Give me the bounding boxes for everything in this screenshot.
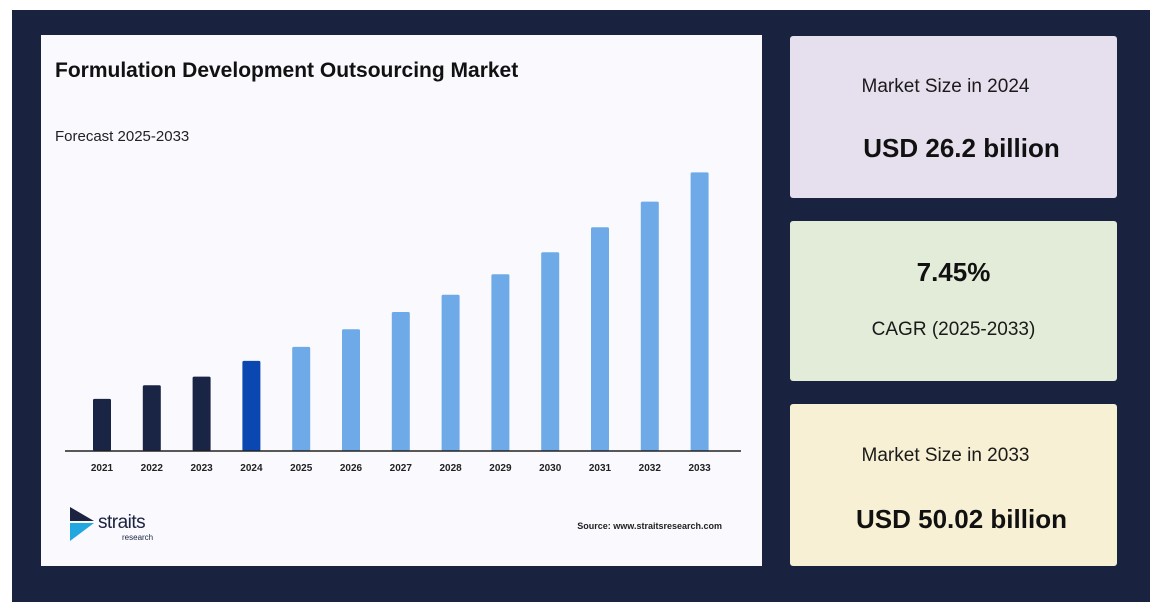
stat-value: USD 50.02 billion (856, 504, 1067, 534)
bar-2028 (441, 294, 460, 451)
bar-2032 (640, 201, 659, 451)
bar-2022 (142, 385, 161, 451)
stat-value: USD 26.2 billion (863, 133, 1060, 163)
x-tick-label: 2024 (240, 463, 263, 474)
stat-label: Market Size in 2024 (861, 76, 1030, 97)
chart-title: Formulation Development Outsourcing Mark… (55, 59, 519, 82)
stat-label: Market Size in 2033 (861, 445, 1030, 466)
bar-2026 (342, 329, 360, 451)
bar-2031 (591, 227, 609, 451)
stat-card-market-size-2024: Market Size in 2024 USD 26.2 billion (790, 36, 1117, 198)
x-tick-label: 2027 (390, 463, 413, 474)
logo-wordmark: straits (98, 512, 146, 533)
logo-arrow-icon (70, 507, 94, 541)
x-tick-label: 2029 (489, 463, 512, 474)
stat-value: 7.45% (916, 257, 991, 287)
bar-2021 (93, 398, 111, 451)
logo-subtext: research (122, 533, 154, 542)
x-tick-label: 2022 (141, 463, 164, 474)
x-tick-label: 2021 (91, 463, 114, 474)
stat-label: CAGR (2025-2033) (871, 319, 1036, 340)
bar-2029 (491, 274, 510, 451)
x-tick-label: 2030 (539, 463, 562, 474)
bar-2025 (292, 346, 311, 451)
straits-logo: straits research (68, 507, 168, 547)
chart-panel: Formulation Development Outsourcing Mark… (41, 35, 762, 566)
bar-2024 (242, 360, 261, 451)
source-text: Source: www.straitsresearch.com (577, 521, 722, 531)
bar-2030 (541, 252, 560, 451)
x-tick-label: 2031 (589, 463, 612, 474)
stat-card-cagr: 7.45% CAGR (2025-2033) (790, 221, 1117, 381)
bar-2027 (391, 312, 410, 451)
x-tick-label: 2032 (639, 463, 662, 474)
x-tick-label: 2033 (688, 463, 711, 474)
x-tick-label: 2026 (340, 463, 363, 474)
x-tick-label: 2025 (290, 463, 313, 474)
x-tick-label: 2028 (439, 463, 462, 474)
bar-2033 (690, 172, 709, 451)
chart-subtitle: Forecast 2025-2033 (55, 128, 190, 145)
x-tick-label: 2023 (190, 463, 213, 474)
stat-card-market-size-2033: Market Size in 2033 USD 50.02 billion (790, 404, 1117, 566)
bar-chart: 2021 2022 2023 2024 2025 2026 2027 2028 2029 2030… (65, 172, 741, 474)
bar-2023 (192, 376, 211, 451)
